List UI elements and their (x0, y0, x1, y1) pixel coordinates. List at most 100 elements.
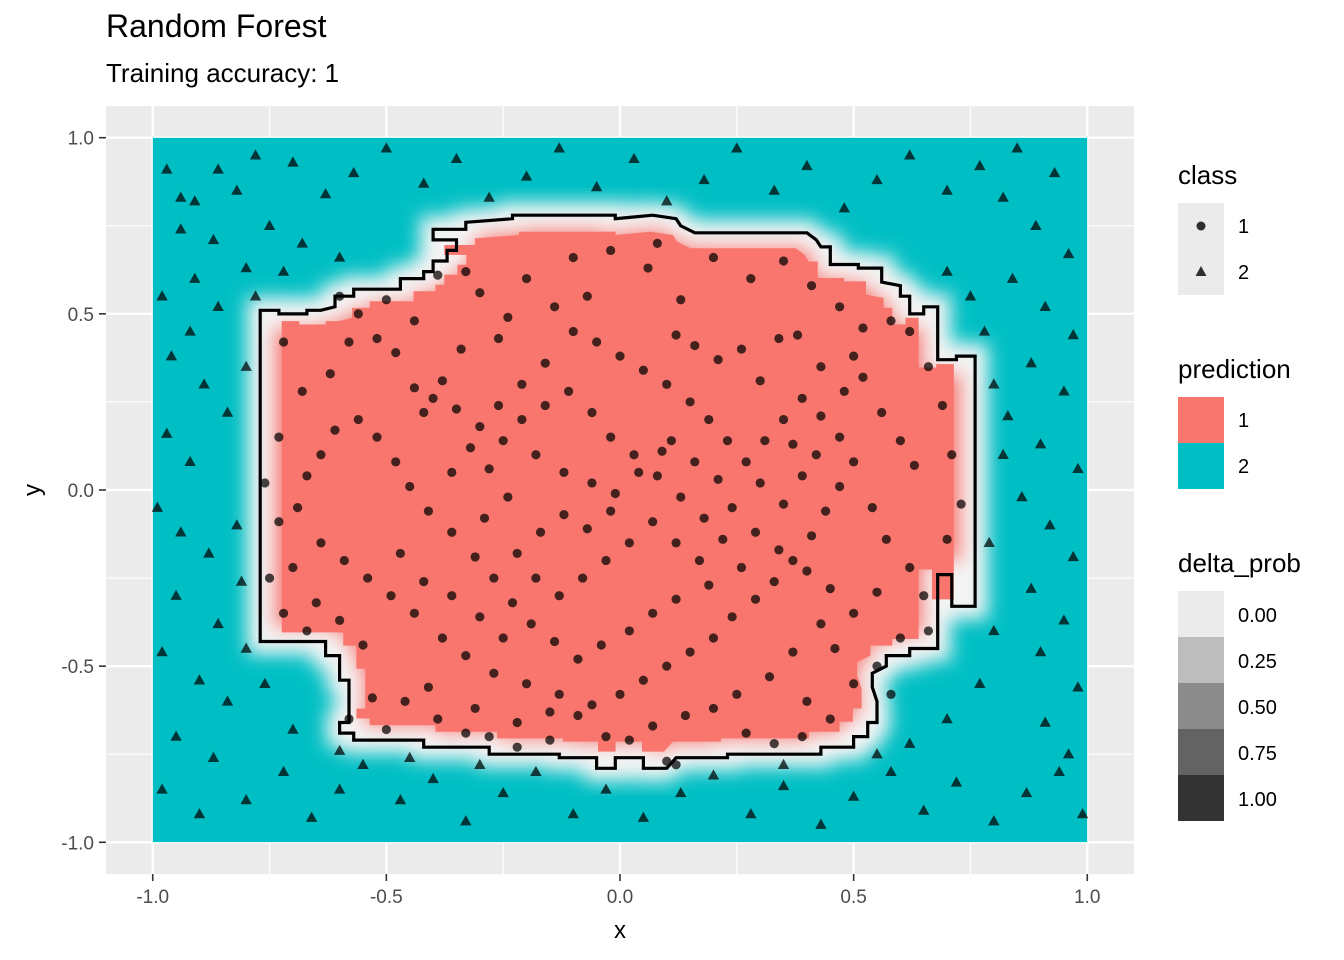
data-point-class-1 (769, 739, 779, 749)
data-point-class-1 (437, 376, 448, 386)
data-point-class-2 (637, 811, 650, 822)
legend-delta-prob-key (1178, 775, 1224, 821)
legend-delta-prob-label-2: 0.25 (1238, 651, 1277, 673)
data-point-class-2 (553, 142, 565, 153)
data-point-class-1 (582, 524, 592, 534)
data-point-class-1 (353, 414, 363, 425)
data-point-class-2 (333, 251, 346, 262)
data-point-class-2 (170, 589, 182, 600)
data-point-class-2 (567, 808, 579, 819)
data-point-class-1 (517, 414, 527, 425)
data-point-class-2 (707, 769, 720, 780)
data-point-class-1 (909, 460, 919, 470)
data-point-class-1 (746, 274, 756, 284)
legend-delta-prob-title: delta_prob (1178, 548, 1301, 578)
legend-prediction-label-1: 1 (1238, 410, 1249, 432)
data-point-class-1 (872, 587, 882, 597)
data-point-class-1 (386, 591, 396, 601)
chart-title: Random Forest (106, 8, 327, 44)
data-point-class-2 (333, 783, 346, 794)
data-point-class-1 (288, 562, 298, 573)
data-point-class-1 (274, 517, 284, 527)
data-point-class-1 (578, 573, 588, 583)
data-point-class-1 (755, 376, 765, 386)
data-point-class-2 (838, 202, 850, 213)
data-point-class-1 (507, 598, 518, 608)
data-point-class-2 (203, 547, 215, 558)
data-point-class-1 (339, 555, 349, 566)
data-point-class-1 (671, 330, 681, 340)
data-point-class-2 (189, 272, 201, 283)
data-point-class-2 (871, 748, 883, 759)
data-point-class-1 (690, 340, 700, 351)
data-point-class-1 (629, 450, 639, 460)
data-point-class-1 (713, 474, 723, 485)
data-point-class-2 (296, 237, 308, 248)
legend-circle-icon (1196, 221, 1206, 231)
y-axis: -1.0 -0.5 0.0 0.5 1.0 (61, 129, 106, 854)
data-point-class-1 (316, 450, 326, 460)
data-point-class-2 (964, 290, 977, 301)
data-point-class-1 (676, 492, 686, 502)
data-point-class-2 (974, 677, 986, 688)
data-point-class-1 (704, 414, 714, 425)
data-point-class-1 (461, 728, 471, 738)
data-point-class-1 (792, 330, 803, 340)
data-point-class-1 (811, 450, 821, 460)
decision-boundary (258, 213, 977, 770)
legend-prediction-title: prediction (1178, 354, 1291, 384)
data-point-class-1 (741, 728, 751, 738)
data-point-class-1 (947, 450, 957, 460)
data-point-class-1 (489, 668, 499, 678)
legend-class: class 1 2 (1178, 160, 1249, 295)
data-point-class-1 (652, 238, 662, 248)
data-point-class-1 (475, 612, 485, 622)
data-point-class-2 (249, 290, 262, 301)
data-point-class-1 (872, 661, 882, 671)
data-point-class-1 (433, 714, 443, 724)
data-point-class-1 (942, 534, 952, 544)
data-point-class-2 (1034, 438, 1047, 449)
data-point-class-1 (540, 358, 550, 368)
data-point-class-1 (592, 337, 602, 347)
data-point-class-1 (549, 636, 560, 647)
legend-delta-prob-key (1178, 637, 1224, 683)
data-point-class-2 (347, 166, 360, 178)
data-point-class-2 (240, 360, 252, 371)
data-point-class-1 (634, 467, 644, 477)
data-point-class-1 (316, 538, 326, 548)
data-point-class-1 (484, 732, 494, 742)
data-point-class-2 (161, 427, 173, 438)
data-point-class-2 (189, 195, 201, 206)
data-point-class-1 (409, 608, 419, 618)
data-point-class-1 (956, 499, 966, 509)
data-point-class-2 (847, 790, 860, 801)
data-point-class-1 (886, 316, 896, 326)
data-point-class-1 (666, 436, 677, 446)
data-point-class-1 (732, 689, 742, 699)
data-point-class-1 (372, 432, 382, 442)
data-point-class-1 (461, 266, 471, 277)
data-point-class-2 (198, 378, 210, 389)
data-point-class-1 (409, 383, 419, 393)
data-point-class-1 (764, 672, 775, 682)
data-point-class-1 (835, 302, 845, 312)
data-point-class-1 (676, 295, 686, 305)
data-point-class-1 (662, 661, 672, 671)
data-point-class-1 (624, 538, 634, 548)
data-point-class-1 (821, 506, 831, 516)
data-point-class-2 (427, 772, 439, 784)
data-point-class-1 (582, 291, 592, 301)
data-point-class-1 (778, 256, 789, 266)
data-point-class-2 (1062, 748, 1075, 759)
data-point-class-1 (447, 467, 457, 477)
data-point-class-2 (1072, 681, 1084, 692)
data-point-class-2 (1025, 357, 1037, 368)
data-point-class-2 (1044, 519, 1056, 530)
data-point-class-2 (231, 184, 243, 195)
data-point-class-1 (825, 714, 835, 724)
data-point-class-1 (461, 650, 471, 661)
data-point-class-1 (685, 397, 695, 407)
data-point-class-1 (428, 393, 438, 404)
data-point-class-2 (988, 624, 1000, 636)
